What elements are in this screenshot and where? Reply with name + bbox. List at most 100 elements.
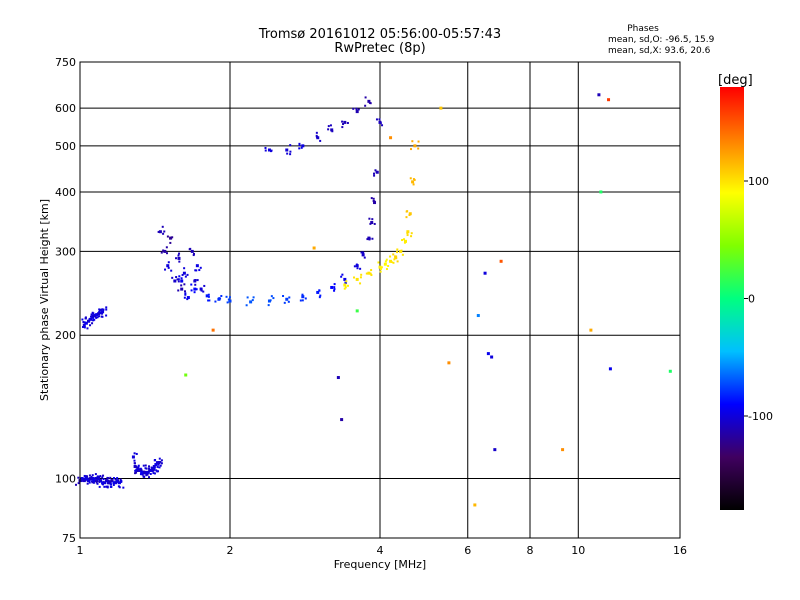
data-point [343, 120, 347, 124]
data-point [88, 320, 91, 323]
data-point [289, 153, 292, 156]
data-point [318, 289, 321, 292]
data-point [396, 248, 399, 251]
data-point [173, 279, 177, 283]
data-point [401, 239, 404, 242]
data-point [228, 296, 231, 299]
data-point [178, 252, 181, 255]
data-point [170, 269, 173, 272]
data-point [144, 467, 147, 470]
data-point [329, 124, 332, 127]
data-point [207, 293, 210, 296]
data-point [333, 283, 336, 286]
chart-subtitle: RwPretec (8p) [334, 41, 425, 56]
data-point [186, 296, 190, 300]
data-point [104, 481, 107, 484]
data-point [120, 480, 123, 483]
data-point [355, 309, 359, 313]
data-point [345, 280, 348, 283]
data-point [199, 266, 202, 269]
data-point [183, 296, 186, 299]
data-point [178, 275, 181, 278]
data-point [202, 290, 205, 293]
data-point [315, 134, 318, 137]
data-point [368, 238, 371, 241]
data-point [99, 311, 103, 315]
data-point [369, 222, 372, 225]
data-point [159, 464, 162, 467]
data-point [110, 483, 113, 486]
data-point [597, 93, 601, 97]
data-point [218, 297, 221, 300]
data-point [381, 124, 384, 127]
data-point [251, 299, 254, 302]
data-point [360, 273, 363, 276]
data-point [330, 285, 334, 289]
data-point [143, 470, 146, 473]
data-point [90, 480, 93, 483]
data-point [84, 475, 87, 478]
data-point [346, 284, 349, 287]
colorbar-tick-label: -100 [748, 410, 773, 423]
data-point [312, 246, 316, 250]
data-point [137, 466, 140, 469]
data-point [119, 478, 122, 481]
data-point [180, 280, 183, 283]
data-point [160, 251, 163, 254]
data-point [315, 131, 318, 134]
colorbar-label: [deg] [718, 73, 753, 88]
data-point [86, 475, 89, 478]
data-point [96, 476, 99, 479]
data-point [95, 481, 98, 484]
data-point [92, 478, 95, 481]
data-point [192, 254, 195, 257]
data-point [199, 287, 202, 290]
y-tick-labels: 75 100 200 300 400 500 600 750 [55, 56, 76, 545]
data-point [108, 480, 111, 483]
data-point [142, 475, 145, 478]
data-point [169, 237, 172, 240]
gridlines [80, 62, 680, 538]
data-point [100, 308, 103, 311]
data-point [385, 258, 388, 261]
data-point [135, 452, 138, 455]
data-point [390, 260, 393, 263]
data-point [214, 300, 217, 303]
data-point [114, 478, 117, 481]
data-point [144, 464, 147, 467]
data-point [96, 482, 99, 485]
data-point [404, 240, 407, 243]
data-points [75, 93, 672, 507]
data-point [157, 230, 160, 233]
data-point [363, 256, 366, 259]
data-point [180, 277, 183, 280]
data-point [246, 296, 249, 299]
data-point [368, 217, 371, 220]
data-point [327, 128, 330, 131]
data-point [340, 275, 343, 278]
data-point [75, 483, 78, 486]
data-point [148, 476, 151, 479]
data-point [370, 274, 373, 277]
data-point [286, 152, 289, 155]
data-point [207, 299, 210, 302]
data-point [155, 461, 159, 465]
data-point [157, 470, 160, 473]
data-point [166, 252, 169, 255]
data-point [228, 299, 232, 303]
data-point [91, 477, 95, 481]
data-point [226, 301, 229, 304]
data-point [264, 146, 267, 149]
data-point [287, 300, 290, 303]
data-point [413, 178, 416, 181]
data-point [411, 180, 415, 184]
data-point [93, 318, 96, 321]
data-point [394, 255, 397, 258]
data-point [112, 483, 115, 486]
data-point [158, 461, 161, 464]
data-point [145, 474, 148, 477]
data-point [370, 221, 374, 225]
data-point [406, 230, 410, 234]
data-point [183, 283, 186, 286]
